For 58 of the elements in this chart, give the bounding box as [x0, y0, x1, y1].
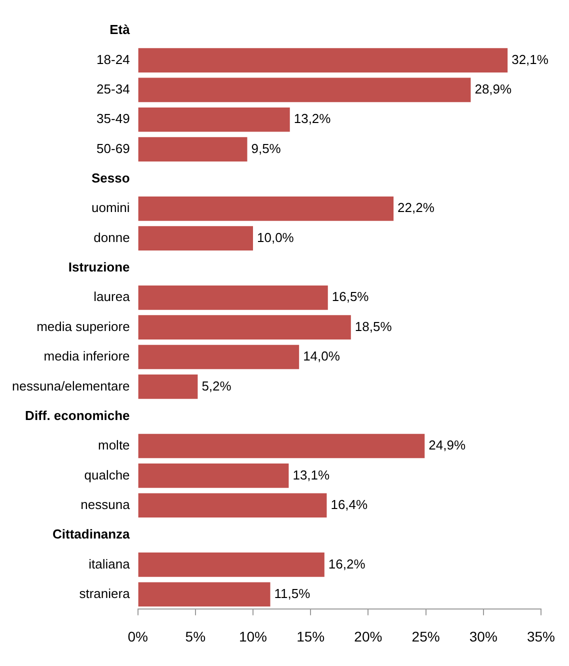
y-tick-label: donne — [94, 230, 130, 245]
y-tick-label: Cittadinanza — [52, 526, 131, 542]
y-tick-label: Sesso — [91, 170, 130, 186]
bar — [138, 226, 253, 250]
y-tick-label: 25-34 — [96, 82, 130, 97]
bar — [138, 552, 324, 577]
y-tick-label: straniera — [79, 586, 131, 601]
y-tick-label: italiana — [88, 556, 131, 572]
bar — [138, 464, 289, 488]
x-tick-label: 5% — [185, 628, 206, 644]
bar — [138, 374, 198, 399]
data-label: 13,1% — [292, 467, 330, 482]
x-tick-label: 15% — [296, 628, 325, 644]
bar — [138, 196, 394, 221]
y-tick-label: Età — [110, 22, 131, 38]
bar — [138, 107, 290, 132]
bar — [138, 286, 328, 310]
bar — [138, 78, 471, 102]
y-tick-label: 35-49 — [96, 111, 130, 126]
data-label: 28,9% — [474, 82, 512, 97]
data-label: 11,5% — [274, 586, 311, 601]
data-label: 16,2% — [328, 556, 366, 572]
y-tick-label: laurea — [94, 289, 131, 304]
bar — [138, 582, 270, 607]
y-tick-label: 18-24 — [96, 52, 130, 67]
y-tick-label: nessuna — [80, 496, 131, 512]
bar — [138, 315, 351, 340]
x-tick-label: 20% — [354, 628, 382, 644]
x-tick-label: 25% — [412, 628, 440, 644]
bar — [138, 137, 248, 162]
bar — [138, 48, 508, 72]
y-tick-label: molte — [98, 438, 130, 453]
y-tick-label: Diff. economiche — [25, 408, 130, 423]
y-tick-label: media inferiore — [44, 348, 130, 364]
x-tick-label: 30% — [469, 628, 498, 644]
bar — [138, 493, 327, 518]
data-label: 5,2% — [202, 378, 232, 394]
data-label: 14,0% — [303, 348, 340, 364]
data-label: 9,5% — [251, 140, 282, 156]
data-label: 32,1% — [512, 52, 549, 67]
y-tick-label: Istruzione — [68, 260, 130, 275]
bar — [138, 344, 300, 370]
x-tick-label: 0% — [128, 628, 148, 644]
data-label: 16,4% — [330, 496, 368, 512]
y-tick-label: 50-69 — [96, 140, 130, 156]
data-label: 18,5% — [354, 318, 392, 334]
y-tick-label: qualche — [84, 467, 130, 482]
data-label: 16,5% — [332, 289, 370, 304]
y-tick-label: nessuna/elementare — [12, 378, 130, 394]
bar — [138, 434, 425, 458]
y-tick-label: media superiore — [36, 318, 130, 334]
data-label: 22,2% — [398, 200, 435, 216]
x-tick-label: 10% — [238, 628, 268, 644]
data-label: 24,9% — [428, 438, 466, 453]
data-label: 13,2% — [294, 111, 332, 126]
x-tick-label: 35% — [526, 628, 556, 644]
data-label: 10,0% — [256, 230, 294, 245]
y-tick-label: uomini — [92, 200, 130, 216]
